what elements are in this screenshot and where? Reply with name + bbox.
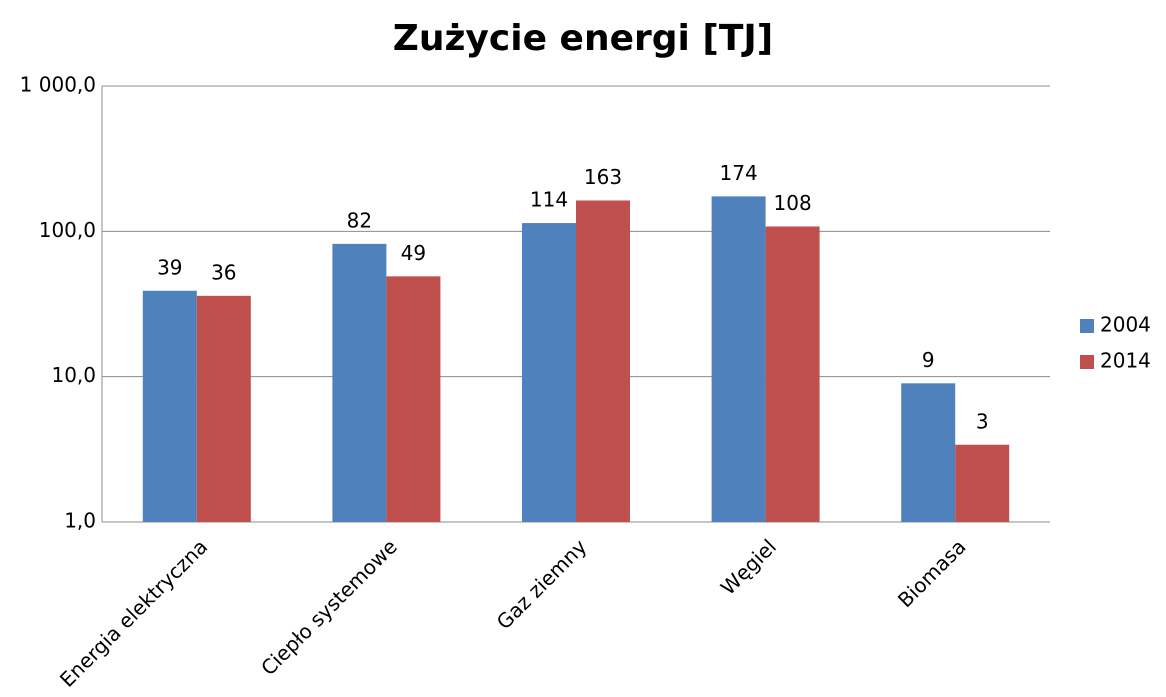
data-label: 114	[530, 188, 568, 212]
bar	[576, 200, 630, 522]
x-tick-label: Ciepło systemowe	[256, 534, 402, 680]
bar	[196, 295, 251, 522]
data-label: 36	[211, 260, 236, 284]
data-label: 163	[584, 165, 622, 189]
data-label: 49	[401, 241, 426, 265]
y-tick-label: 1 000,0	[20, 73, 96, 97]
bar	[955, 444, 1010, 522]
data-label: 108	[774, 191, 812, 215]
legend-label: 2004	[1100, 313, 1151, 337]
y-tick-label: 100,0	[39, 218, 96, 242]
y-tick-label: 10,0	[51, 363, 96, 387]
data-label: 9	[922, 348, 935, 372]
bar	[901, 383, 956, 522]
legend-swatch	[1080, 319, 1094, 333]
data-label: 82	[347, 208, 372, 232]
legend-label: 2014	[1100, 349, 1151, 373]
y-tick-label: 1,0	[64, 509, 96, 533]
bar	[711, 196, 766, 522]
bar	[142, 290, 197, 522]
x-tick-label: Węgiel	[716, 534, 781, 599]
bar	[765, 226, 820, 522]
legend-swatch	[1080, 355, 1094, 369]
bar	[522, 223, 576, 522]
data-label: 39	[157, 255, 182, 279]
data-label: 3	[976, 409, 989, 433]
bar	[386, 276, 441, 522]
chart-title: Zużycie energi [TJ]	[393, 18, 774, 59]
bar	[332, 243, 387, 522]
x-tick-label: Energia elektryczna	[55, 534, 212, 691]
data-label: 174	[720, 161, 758, 185]
x-tick-label: Biomasa	[893, 534, 971, 612]
x-tick-label: Gaz ziemny	[492, 534, 592, 634]
